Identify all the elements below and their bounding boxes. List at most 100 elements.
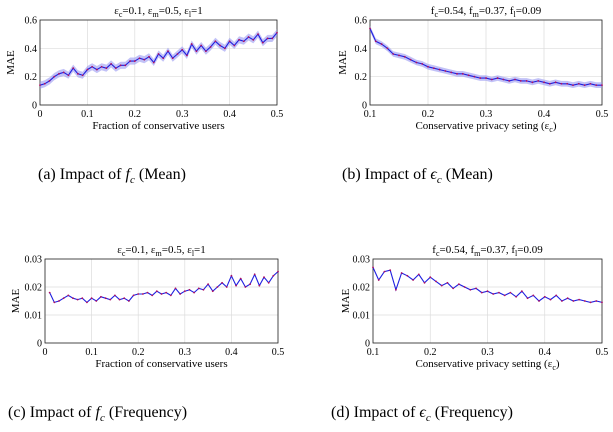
- y-tick-label: 0.4: [355, 44, 368, 55]
- data-point: [502, 78, 505, 81]
- data-point: [475, 287, 477, 290]
- data-point: [566, 82, 569, 85]
- data-point: [467, 74, 470, 77]
- data-point: [566, 297, 569, 300]
- data-point: [105, 67, 108, 70]
- data-point: [490, 78, 493, 81]
- data-point: [165, 291, 168, 294]
- y-tick-label: 0: [37, 339, 42, 350]
- data-point: [223, 47, 226, 50]
- data-point: [197, 287, 200, 290]
- data-point: [561, 300, 563, 302]
- data-point: [383, 270, 386, 273]
- data-point: [216, 286, 219, 288]
- data-point: [583, 300, 586, 302]
- data-point: [143, 58, 146, 61]
- data-point: [81, 74, 84, 77]
- data-point: [190, 43, 193, 45]
- data-point: [67, 74, 70, 77]
- data-point: [247, 36, 250, 38]
- data-point: [148, 55, 150, 58]
- data-point: [377, 279, 380, 281]
- y-tick-label: 0: [365, 339, 370, 350]
- data-point: [239, 277, 242, 280]
- data-point: [138, 57, 141, 60]
- data-point: [543, 81, 545, 84]
- x-tick-label: 0.1: [81, 109, 94, 120]
- data-point: [114, 294, 116, 297]
- y-tick-label: 0: [32, 101, 37, 112]
- x-tick-label: 0.4: [539, 347, 552, 358]
- data-point: [123, 297, 126, 300]
- y-tick-label: 0.6: [355, 16, 368, 27]
- data-point: [53, 301, 56, 304]
- data-point: [480, 291, 483, 294]
- data-point: [91, 65, 94, 68]
- data-point: [228, 40, 231, 43]
- data-point: [595, 84, 598, 87]
- data-point: [595, 300, 598, 302]
- data-point: [62, 297, 65, 300]
- data-point: [151, 294, 154, 297]
- plot-title: εc=0.1, εm=0.5, εl=1: [114, 5, 203, 19]
- data-point: [114, 67, 117, 70]
- data-point: [137, 293, 140, 295]
- data-point: [543, 295, 546, 298]
- data-point: [53, 75, 56, 78]
- data-point: [427, 65, 429, 68]
- data-point: [503, 294, 506, 297]
- data-point: [457, 283, 460, 286]
- data-point: [176, 53, 179, 55]
- series-line: [39, 32, 278, 86]
- data-point: [560, 82, 563, 85]
- data-point: [508, 80, 511, 82]
- y-axis-label: MAE: [340, 289, 352, 314]
- data-point: [207, 283, 210, 286]
- data-point: [485, 77, 487, 79]
- data-point: [43, 82, 46, 85]
- data-point: [520, 290, 523, 293]
- data-point: [555, 294, 558, 297]
- data-point: [496, 77, 499, 79]
- data-point: [438, 68, 441, 71]
- data-point: [146, 291, 149, 294]
- caption-d: (d) Impact of ϵc (Frequency): [331, 404, 513, 424]
- data-point: [473, 75, 476, 78]
- data-point: [179, 293, 182, 295]
- y-tick-label: 0.2: [25, 72, 38, 83]
- y-tick-label: 0.01: [25, 311, 43, 322]
- data-point: [572, 84, 574, 87]
- data-point: [406, 274, 409, 277]
- data-point: [372, 266, 374, 269]
- data-point: [537, 80, 540, 82]
- data-point: [58, 72, 60, 75]
- data-point: [272, 274, 275, 277]
- data-point: [526, 297, 529, 300]
- data-point: [498, 291, 500, 294]
- data-point: [72, 67, 75, 70]
- data-point: [486, 290, 489, 293]
- x-tick-label: 0.4: [225, 347, 238, 358]
- data-point: [515, 295, 518, 298]
- y-tick-label: 0.2: [355, 72, 368, 83]
- data-point: [267, 281, 270, 284]
- data-point: [152, 61, 155, 64]
- data-point: [67, 294, 70, 297]
- x-tick-label: 0.3: [179, 347, 192, 358]
- x-tick-label: 0: [43, 347, 48, 358]
- data-point: [174, 287, 177, 290]
- data-point: [444, 70, 447, 72]
- data-point: [202, 288, 205, 291]
- data-point: [429, 276, 432, 279]
- axes-frame: [369, 19, 603, 106]
- data-point: [469, 288, 472, 291]
- data-point: [456, 72, 458, 75]
- data-point: [188, 288, 191, 291]
- data-point: [261, 41, 264, 44]
- y-axis-label: MAE: [337, 50, 349, 75]
- data-point: [225, 286, 228, 288]
- error-band: [40, 29, 277, 89]
- data-point: [95, 300, 98, 302]
- data-point: [509, 291, 512, 294]
- data-point: [398, 54, 400, 57]
